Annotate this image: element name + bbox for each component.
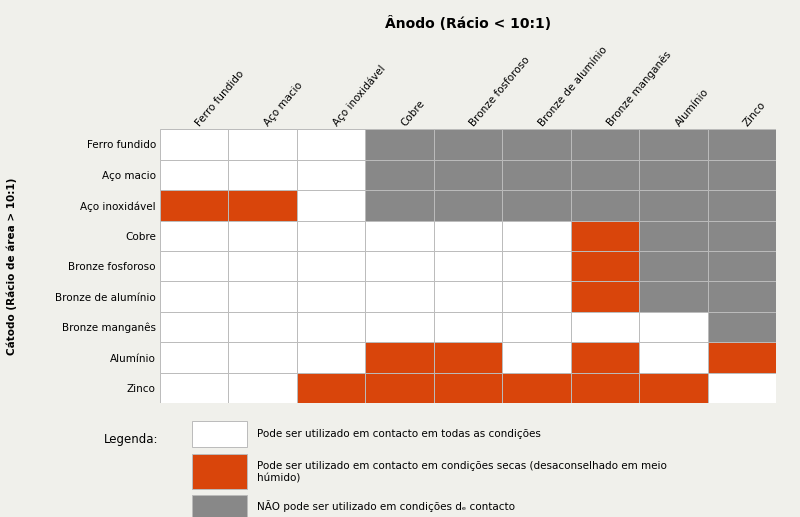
- Bar: [707, 251, 776, 281]
- Bar: [229, 373, 297, 403]
- Bar: [639, 342, 707, 373]
- Bar: [160, 312, 229, 342]
- Bar: [502, 221, 570, 251]
- Bar: [297, 129, 366, 160]
- Bar: [297, 221, 366, 251]
- Bar: [570, 129, 639, 160]
- Bar: [297, 281, 366, 312]
- Bar: [707, 281, 776, 312]
- Bar: [434, 160, 502, 190]
- Text: Cátodo (Rácio de área > 10:1): Cátodo (Rácio de área > 10:1): [6, 177, 18, 355]
- Bar: [707, 342, 776, 373]
- Bar: [193, 495, 246, 517]
- Bar: [502, 342, 570, 373]
- Bar: [366, 160, 434, 190]
- Bar: [366, 281, 434, 312]
- Bar: [297, 342, 366, 373]
- Bar: [160, 342, 229, 373]
- Bar: [229, 221, 297, 251]
- Bar: [570, 373, 639, 403]
- Bar: [639, 221, 707, 251]
- Bar: [366, 373, 434, 403]
- Bar: [639, 312, 707, 342]
- Bar: [366, 221, 434, 251]
- Bar: [570, 281, 639, 312]
- Bar: [502, 160, 570, 190]
- Bar: [434, 281, 502, 312]
- Text: NÃO pode ser utilizado em condições dₑ contacto: NÃO pode ser utilizado em condições dₑ c…: [257, 500, 515, 512]
- Bar: [707, 160, 776, 190]
- Bar: [297, 373, 366, 403]
- Bar: [434, 251, 502, 281]
- Bar: [160, 221, 229, 251]
- Bar: [229, 251, 297, 281]
- Bar: [434, 129, 502, 160]
- Bar: [193, 421, 246, 447]
- Bar: [434, 373, 502, 403]
- Bar: [639, 190, 707, 221]
- Bar: [570, 312, 639, 342]
- Bar: [297, 251, 366, 281]
- Bar: [639, 251, 707, 281]
- Bar: [297, 190, 366, 221]
- Bar: [366, 129, 434, 160]
- Bar: [160, 160, 229, 190]
- Bar: [160, 251, 229, 281]
- Bar: [639, 373, 707, 403]
- Bar: [570, 221, 639, 251]
- Bar: [707, 129, 776, 160]
- Bar: [366, 312, 434, 342]
- Bar: [502, 281, 570, 312]
- Bar: [366, 190, 434, 221]
- Bar: [570, 190, 639, 221]
- Bar: [502, 190, 570, 221]
- Bar: [160, 129, 229, 160]
- Bar: [434, 342, 502, 373]
- Bar: [502, 129, 570, 160]
- Bar: [193, 454, 246, 490]
- Bar: [434, 221, 502, 251]
- Bar: [570, 342, 639, 373]
- Bar: [297, 312, 366, 342]
- Bar: [229, 190, 297, 221]
- Bar: [570, 160, 639, 190]
- Bar: [570, 251, 639, 281]
- Bar: [707, 221, 776, 251]
- Bar: [297, 160, 366, 190]
- Bar: [434, 312, 502, 342]
- Bar: [229, 160, 297, 190]
- Bar: [502, 373, 570, 403]
- Bar: [707, 312, 776, 342]
- Bar: [366, 342, 434, 373]
- Bar: [434, 190, 502, 221]
- Bar: [229, 281, 297, 312]
- Bar: [160, 281, 229, 312]
- Text: Pode ser utilizado em contacto em condições secas (desaconselhado em meio
húmido: Pode ser utilizado em contacto em condiç…: [257, 461, 667, 483]
- Bar: [707, 190, 776, 221]
- Bar: [639, 281, 707, 312]
- Bar: [502, 251, 570, 281]
- Text: Ânodo (Rácio < 10:1): Ânodo (Rácio < 10:1): [385, 16, 551, 31]
- Bar: [229, 129, 297, 160]
- Bar: [229, 342, 297, 373]
- Bar: [160, 373, 229, 403]
- Bar: [366, 251, 434, 281]
- Bar: [160, 190, 229, 221]
- Text: Legenda:: Legenda:: [104, 433, 158, 446]
- Bar: [229, 312, 297, 342]
- Text: Pode ser utilizado em contacto em todas as condições: Pode ser utilizado em contacto em todas …: [257, 429, 541, 438]
- Bar: [639, 129, 707, 160]
- Bar: [707, 373, 776, 403]
- Bar: [639, 160, 707, 190]
- Bar: [502, 312, 570, 342]
